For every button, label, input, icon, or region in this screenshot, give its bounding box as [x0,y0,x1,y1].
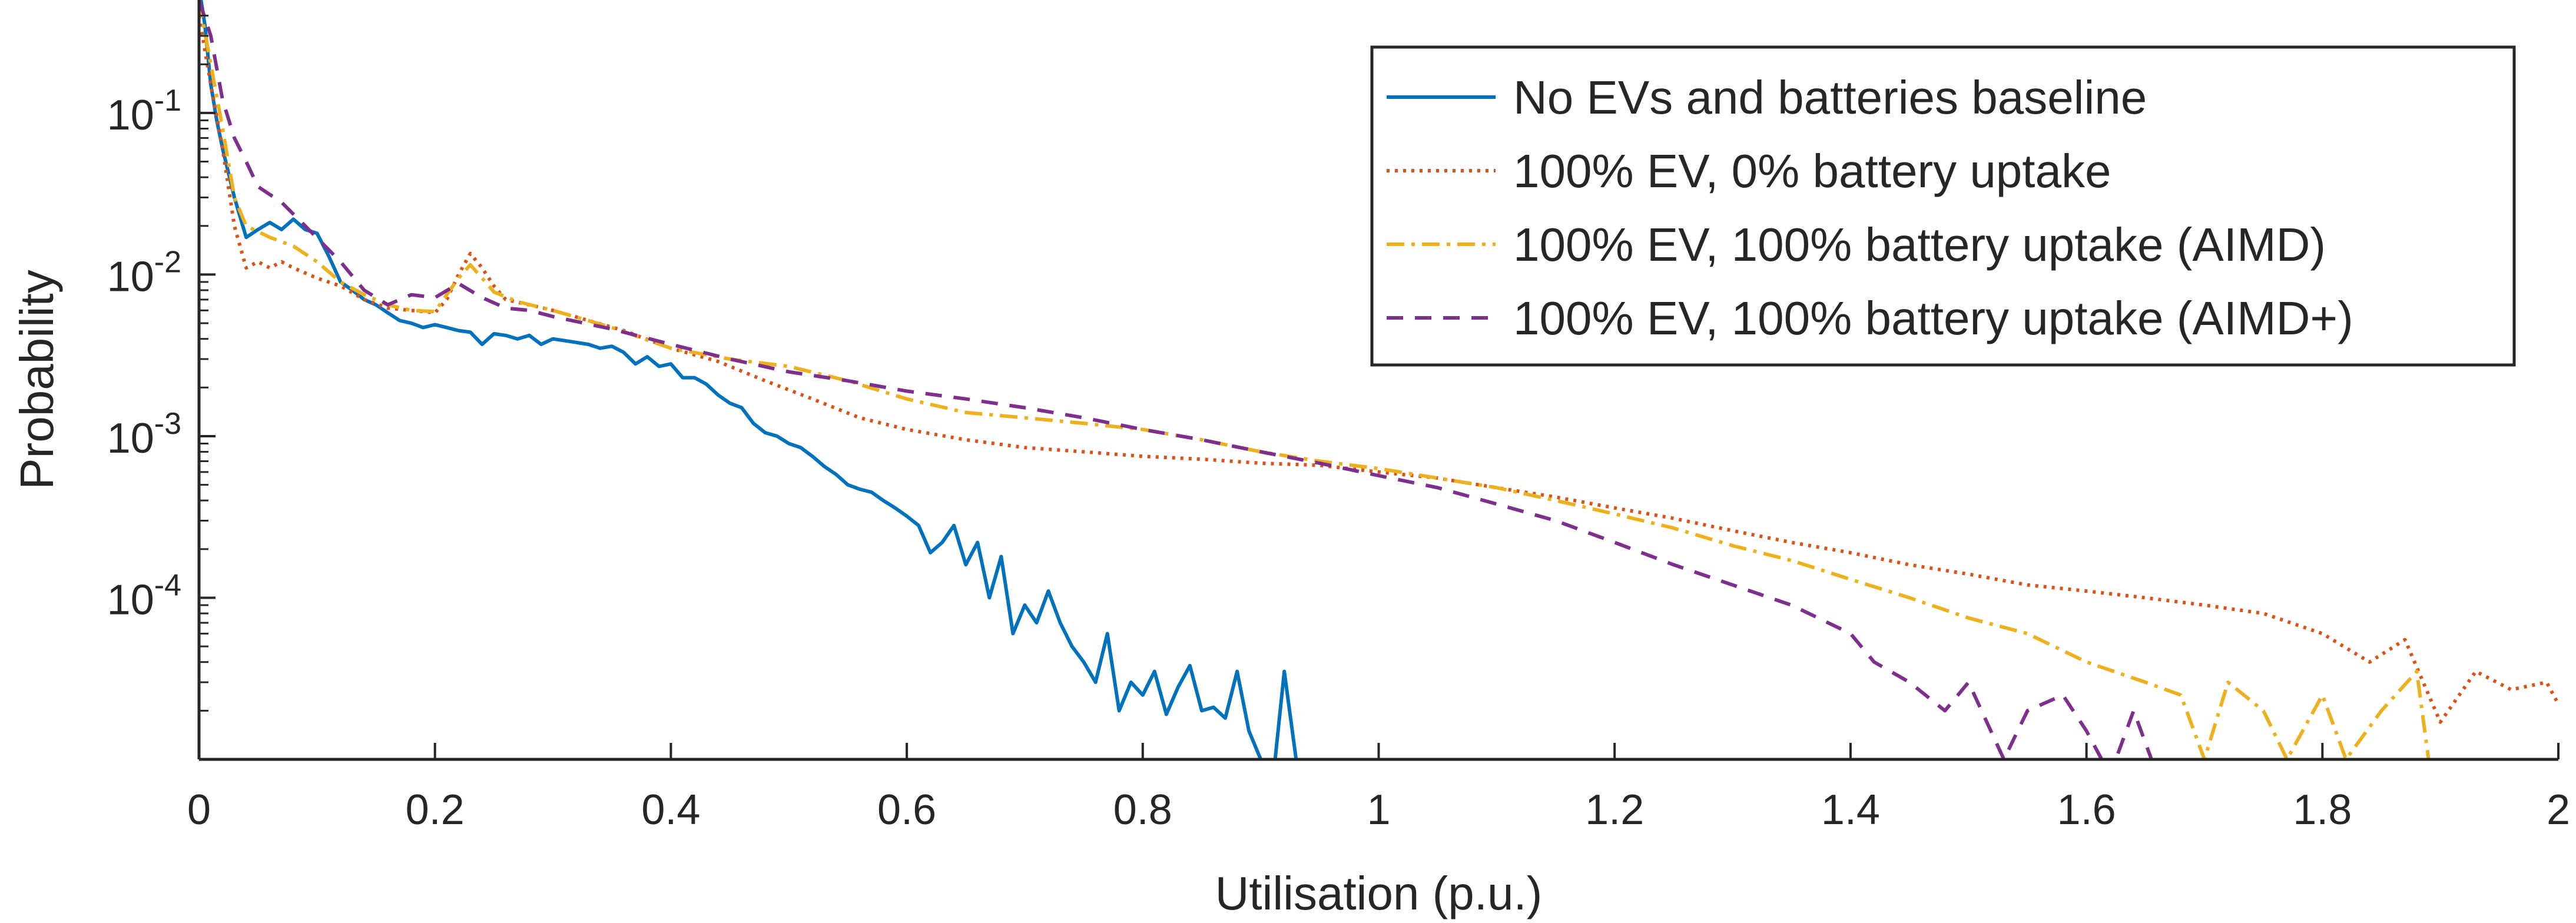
series-line-4 [199,0,2154,759]
y-tick-label: 10-1 [107,84,181,139]
x-tick-label: 0.2 [406,786,465,834]
x-tick-label: 1.6 [2057,786,2116,834]
x-tick-label: 1.2 [1585,786,1644,834]
ticks-layer: 0 0.2 0.4 0.6 0.8 1 1.2 1.4 1.6 1.8 2 10-4 10-3 10-2 1… [107,15,2570,834]
x-tick-label: 1 [1367,786,1390,834]
legend-label-4: 100% EV, 100% battery uptake (AIMD+) [1513,292,2353,344]
x-tick-label: 0.8 [1113,786,1172,834]
legend-label-3: 100% EV, 100% battery uptake (AIMD) [1513,218,2326,271]
legend-label-2: 100% EV, 0% battery uptake [1513,145,2111,197]
series-layer [199,0,2558,759]
x-tick-label: 0.4 [641,786,700,834]
y-tick-label: 10-4 [107,568,181,623]
legend: No EVs and batteries baseline 100% EV, 0%… [1370,45,2516,367]
legend-box [1370,45,2516,367]
legend-label-1: No EVs and batteries baseline [1513,71,2147,124]
x-tick-label: 2 [2547,786,2570,834]
series-line-3 [199,0,2431,759]
series-line-1 [199,0,1298,759]
x-tick-label: 0 [187,786,211,834]
x-tick-label: 1.8 [2293,786,2352,834]
series-line-2 [199,15,2558,724]
x-tick-label: 1.4 [1821,786,1880,834]
x-tick-label: 0.6 [877,786,936,834]
y-tick-label: 10-2 [107,245,181,300]
x-axis-label: Utilisation (p.u.) [1215,867,1543,919]
y-axis-label: Probability [11,270,63,490]
y-tick-label: 10-3 [107,407,181,462]
